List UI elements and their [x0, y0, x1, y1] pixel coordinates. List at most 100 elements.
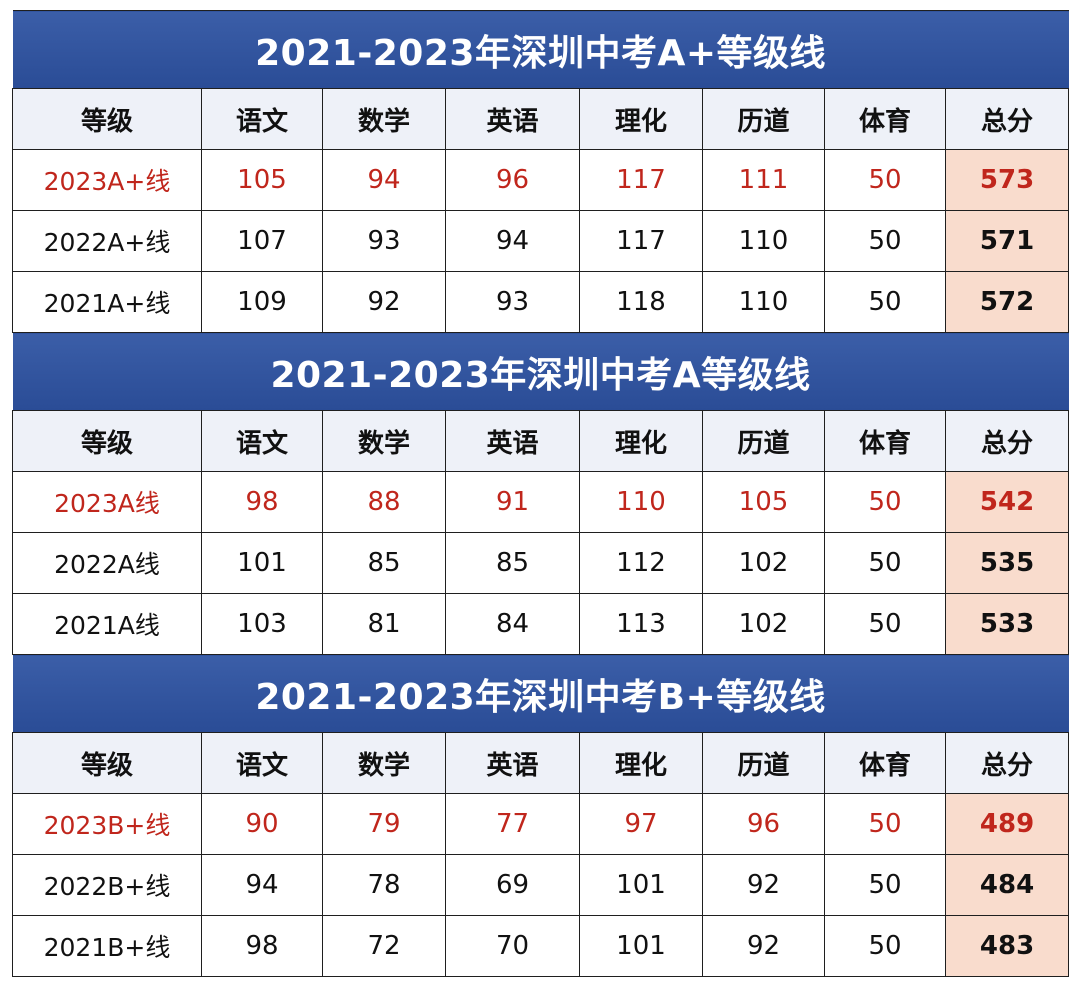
score-total: 571: [944, 210, 1070, 272]
score-history-morality: 110: [702, 210, 825, 272]
column-header-row: 等级 语文 数学 英语 理化 历道 体育 总分: [12, 410, 1070, 472]
table-row: 2023A线 98 88 91 110 105 50 542: [12, 471, 1070, 533]
section-title: 2021-2023年深圳中考A+等级线: [12, 10, 1069, 89]
column-header-row: 等级 语文 数学 英语 理化 历道 体育 总分: [12, 732, 1070, 794]
score-math: 79: [322, 793, 446, 855]
row-label: 2021A+线: [12, 271, 202, 333]
section-title: 2021-2023年深圳中考A等级线: [12, 332, 1069, 411]
row-label: 2023B+线: [12, 793, 202, 855]
column-header-english: 英语: [445, 88, 580, 150]
row-label: 2021A线: [12, 593, 202, 655]
score-physics-chemistry: 118: [579, 271, 703, 333]
column-header-total: 总分: [944, 410, 1070, 472]
score-physics-chemistry: 113: [579, 593, 703, 655]
score-english: 84: [445, 593, 580, 655]
score-chinese: 103: [201, 593, 323, 655]
column-header-chinese: 语文: [201, 410, 323, 472]
score-total: 535: [944, 532, 1070, 594]
score-history-morality: 96: [702, 793, 825, 855]
column-header-physics-chemistry: 理化: [579, 88, 703, 150]
score-physics-chemistry: 112: [579, 532, 703, 594]
column-header-history-morality: 历道: [702, 88, 825, 150]
score-math: 78: [322, 854, 446, 916]
score-physics-chemistry: 117: [579, 210, 703, 272]
row-label: 2022A+线: [12, 210, 202, 272]
column-header-chinese: 语文: [201, 88, 323, 150]
score-chinese: 94: [201, 854, 323, 916]
column-header-math: 数学: [322, 732, 446, 794]
grade-table: 2021-2023年深圳中考A+等级线 等级 语文 数学 英语 理化 历道 体育 总分 2023A…: [12, 10, 1070, 977]
score-chinese: 98: [201, 915, 323, 977]
score-chinese: 98: [201, 471, 323, 533]
table-row: 2022A+线 107 93 94 117 110 50 571: [12, 210, 1070, 272]
score-math: 81: [322, 593, 446, 655]
score-history-morality: 111: [702, 149, 825, 211]
column-header-level: 等级: [12, 410, 202, 472]
score-history-morality: 102: [702, 532, 825, 594]
score-math: 92: [322, 271, 446, 333]
section-title-row: 2021-2023年深圳中考B+等级线: [12, 654, 1069, 733]
score-english: 70: [445, 915, 580, 977]
table-row: 2023B+线 90 79 77 97 96 50 489: [12, 793, 1070, 855]
score-english: 85: [445, 532, 580, 594]
score-chinese: 109: [201, 271, 323, 333]
score-total: 572: [944, 271, 1070, 333]
row-label: 2021B+线: [12, 915, 202, 977]
score-total: 483: [944, 915, 1070, 977]
score-math: 88: [322, 471, 446, 533]
score-chinese: 90: [201, 793, 323, 855]
score-total: 533: [944, 593, 1070, 655]
score-physics-chemistry: 117: [579, 149, 703, 211]
score-chinese: 107: [201, 210, 323, 272]
score-chinese: 101: [201, 532, 323, 594]
score-english: 91: [445, 471, 580, 533]
column-header-level: 等级: [12, 88, 202, 150]
score-physics-chemistry: 101: [579, 854, 703, 916]
score-history-morality: 102: [702, 593, 825, 655]
score-math: 72: [322, 915, 446, 977]
column-header-physics-chemistry: 理化: [579, 732, 703, 794]
row-label: 2022A线: [12, 532, 202, 594]
score-pe: 50: [824, 149, 946, 211]
column-header-english: 英语: [445, 732, 580, 794]
score-physics-chemistry: 101: [579, 915, 703, 977]
row-label: 2022B+线: [12, 854, 202, 916]
score-pe: 50: [824, 915, 946, 977]
column-header-history-morality: 历道: [702, 410, 825, 472]
score-total: 573: [944, 149, 1070, 211]
column-header-row: 等级 语文 数学 英语 理化 历道 体育 总分: [12, 88, 1070, 150]
score-english: 96: [445, 149, 580, 211]
score-chinese: 105: [201, 149, 323, 211]
table-row: 2021A线 103 81 84 113 102 50 533: [12, 593, 1070, 655]
score-pe: 50: [824, 471, 946, 533]
table-row: 2022A线 101 85 85 112 102 50 535: [12, 532, 1070, 594]
score-history-morality: 105: [702, 471, 825, 533]
score-pe: 50: [824, 210, 946, 272]
column-header-math: 数学: [322, 410, 446, 472]
column-header-physics-chemistry: 理化: [579, 410, 703, 472]
column-header-pe: 体育: [824, 410, 946, 472]
column-header-pe: 体育: [824, 732, 946, 794]
score-pe: 50: [824, 793, 946, 855]
score-english: 93: [445, 271, 580, 333]
score-math: 94: [322, 149, 446, 211]
score-pe: 50: [824, 532, 946, 594]
score-pe: 50: [824, 271, 946, 333]
section-title-row: 2021-2023年深圳中考A等级线: [12, 332, 1069, 411]
column-header-chinese: 语文: [201, 732, 323, 794]
section-title: 2021-2023年深圳中考B+等级线: [12, 654, 1069, 733]
column-header-level: 等级: [12, 732, 202, 794]
score-history-morality: 92: [702, 915, 825, 977]
score-english: 94: [445, 210, 580, 272]
column-header-total: 总分: [944, 88, 1070, 150]
score-physics-chemistry: 110: [579, 471, 703, 533]
row-label: 2023A+线: [12, 149, 202, 211]
score-history-morality: 92: [702, 854, 825, 916]
grade-line-tables: 2021-2023年深圳中考A+等级线 等级 语文 数学 英语 理化 历道 体育 总分 2023A…: [12, 10, 1070, 980]
column-header-history-morality: 历道: [702, 732, 825, 794]
score-total: 489: [944, 793, 1070, 855]
score-physics-chemistry: 97: [579, 793, 703, 855]
score-english: 77: [445, 793, 580, 855]
score-math: 93: [322, 210, 446, 272]
score-total: 542: [944, 471, 1070, 533]
